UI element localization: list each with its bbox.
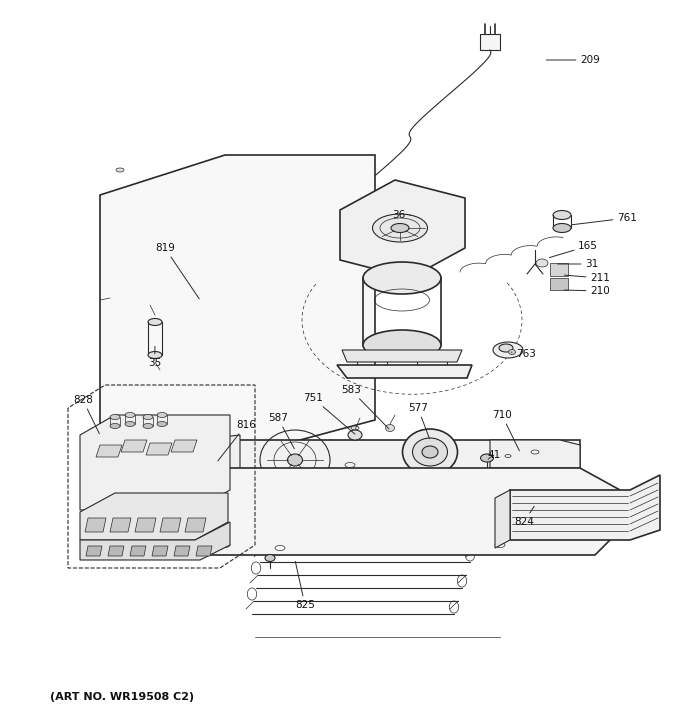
Text: 828: 828 (73, 395, 99, 434)
Text: 41: 41 (487, 450, 500, 460)
Polygon shape (495, 490, 510, 548)
Ellipse shape (148, 318, 162, 326)
Text: 825: 825 (295, 561, 315, 610)
Ellipse shape (143, 415, 153, 420)
Polygon shape (550, 263, 568, 276)
Text: 751: 751 (303, 393, 355, 434)
Ellipse shape (509, 349, 515, 355)
Polygon shape (180, 440, 580, 495)
Ellipse shape (265, 555, 275, 561)
Ellipse shape (143, 423, 153, 428)
Polygon shape (174, 546, 190, 556)
Text: 819: 819 (155, 243, 199, 299)
Text: (ART NO. WR19508 C2): (ART NO. WR19508 C2) (50, 692, 194, 702)
Polygon shape (152, 546, 168, 556)
Polygon shape (80, 522, 230, 560)
Text: 824: 824 (514, 506, 534, 527)
Polygon shape (340, 180, 465, 278)
Ellipse shape (422, 446, 438, 458)
Ellipse shape (481, 454, 494, 462)
Text: 210: 210 (564, 286, 610, 296)
Ellipse shape (403, 429, 458, 475)
Text: 31: 31 (558, 259, 598, 269)
Polygon shape (85, 518, 106, 532)
Ellipse shape (536, 259, 548, 267)
Text: 36: 36 (392, 210, 410, 220)
Polygon shape (195, 435, 240, 495)
Polygon shape (171, 440, 197, 452)
Polygon shape (480, 34, 500, 50)
Ellipse shape (373, 214, 428, 242)
Polygon shape (490, 440, 580, 468)
Text: 761: 761 (571, 213, 637, 225)
Polygon shape (342, 350, 462, 362)
Ellipse shape (363, 262, 441, 294)
Polygon shape (130, 546, 146, 556)
Ellipse shape (148, 352, 162, 358)
Polygon shape (196, 546, 212, 556)
Ellipse shape (351, 426, 359, 430)
Ellipse shape (110, 415, 120, 420)
Polygon shape (108, 546, 124, 556)
Polygon shape (185, 518, 206, 532)
Polygon shape (337, 365, 472, 378)
Ellipse shape (391, 223, 409, 233)
Ellipse shape (553, 223, 571, 233)
Ellipse shape (210, 487, 220, 492)
Text: 816: 816 (218, 420, 256, 461)
Polygon shape (86, 546, 102, 556)
Text: 209: 209 (547, 55, 600, 65)
Text: 583: 583 (341, 385, 389, 429)
Text: 165: 165 (549, 241, 598, 257)
Polygon shape (100, 155, 375, 460)
Ellipse shape (125, 421, 135, 426)
Ellipse shape (157, 421, 167, 426)
Text: 710: 710 (492, 410, 520, 451)
Ellipse shape (116, 168, 124, 172)
Text: 577: 577 (408, 403, 430, 439)
Text: 211: 211 (564, 273, 610, 283)
Polygon shape (160, 518, 181, 532)
Polygon shape (510, 475, 660, 540)
Polygon shape (135, 518, 156, 532)
Ellipse shape (110, 423, 120, 428)
Text: 763: 763 (511, 349, 536, 359)
Polygon shape (80, 493, 228, 540)
Ellipse shape (363, 330, 441, 360)
Ellipse shape (413, 438, 447, 466)
Ellipse shape (157, 413, 167, 418)
Ellipse shape (288, 454, 303, 466)
Polygon shape (175, 468, 620, 555)
Polygon shape (96, 445, 122, 457)
Ellipse shape (348, 430, 362, 440)
Ellipse shape (499, 344, 513, 352)
Polygon shape (121, 440, 147, 452)
Polygon shape (110, 518, 131, 532)
Polygon shape (146, 443, 172, 455)
Polygon shape (550, 278, 568, 290)
Text: 35: 35 (148, 347, 161, 368)
Ellipse shape (125, 413, 135, 418)
Ellipse shape (493, 342, 523, 358)
Text: 587: 587 (268, 413, 294, 449)
Polygon shape (80, 415, 230, 510)
Ellipse shape (553, 210, 571, 220)
Ellipse shape (386, 425, 394, 431)
